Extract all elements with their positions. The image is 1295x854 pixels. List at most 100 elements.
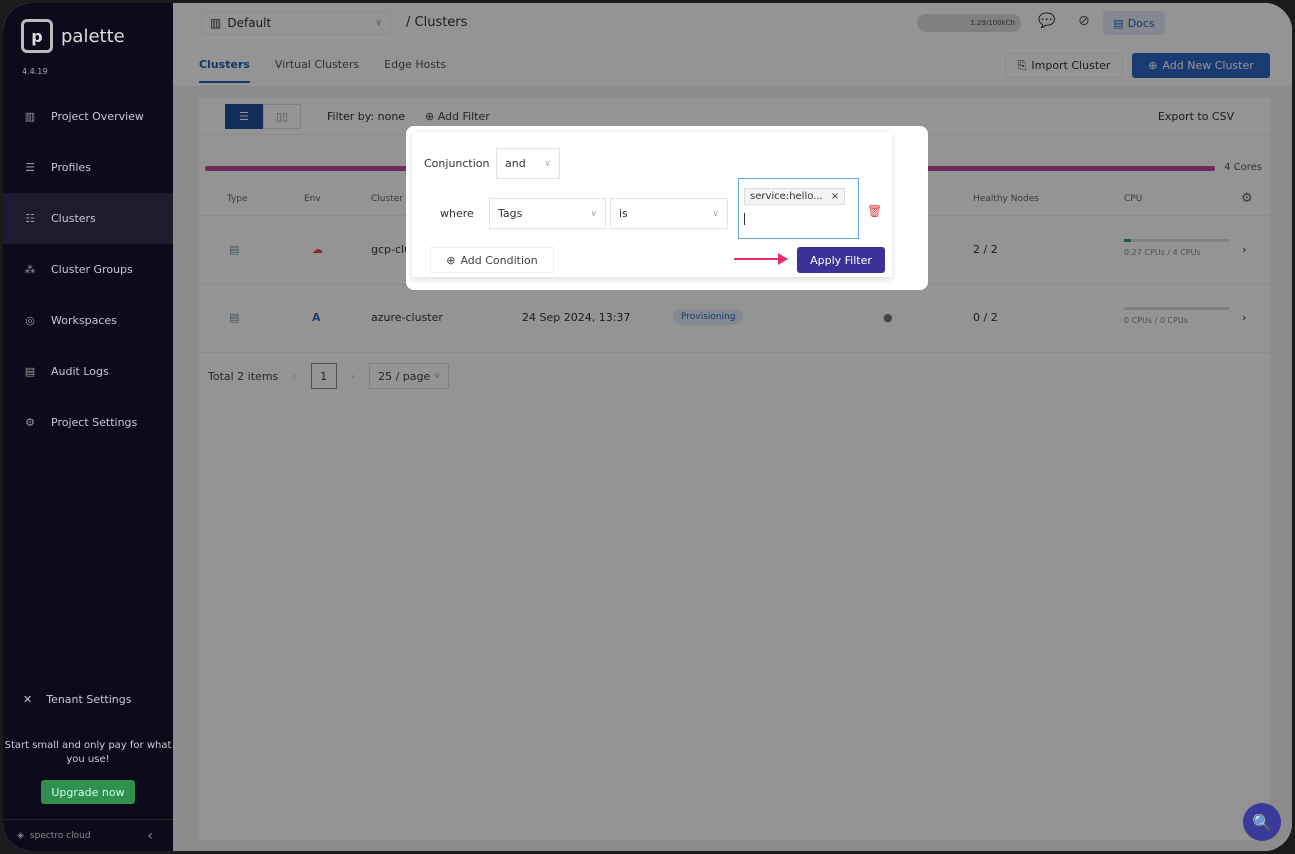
chevron-down-icon: ∨ xyxy=(375,18,382,28)
cluster-groups-icon: ⁂ xyxy=(24,263,36,276)
gear-icon: ⚙ xyxy=(25,416,35,429)
sidebar-item-project-overview[interactable]: ▥ Project Overview xyxy=(3,91,173,142)
cpu-usage: 0.27 CPUs / 4 CPUs xyxy=(1124,239,1229,257)
page-1[interactable]: 1 xyxy=(310,363,337,389)
sidebar-item-audit-logs[interactable]: ▤ Audit Logs xyxy=(3,346,173,397)
chart-icon: ▥ xyxy=(24,110,36,123)
conjunction-select[interactable]: and ∨ xyxy=(496,148,560,179)
map-view-button[interactable]: ▯▯ xyxy=(263,104,301,129)
export-csv-button[interactable]: Export to CSV xyxy=(1157,110,1235,123)
project-select[interactable]: ▥ Default ∨ xyxy=(201,11,391,35)
cpu-label: 0 CPUs / 0 CPUs xyxy=(1124,316,1188,325)
healthy-nodes: 2 / 2 xyxy=(973,243,998,256)
apply-filter-button[interactable]: Apply Filter xyxy=(797,247,885,273)
cpu-usage: 0 CPUs / 0 CPUs xyxy=(1124,307,1229,325)
field-select[interactable]: Tags ∨ xyxy=(489,198,606,229)
workspaces-icon: ◎ xyxy=(25,314,35,327)
sidebar-item-tenant-settings[interactable]: ✕ Tenant Settings xyxy=(23,693,131,706)
prev-page-icon[interactable]: ‹ xyxy=(292,369,297,383)
chevron-down-icon: ∨ xyxy=(433,371,441,381)
label: Audit Logs xyxy=(51,365,109,378)
compass-icon[interactable]: ⊘ xyxy=(1078,13,1090,29)
pagination: Total 2 items ‹ 1 › 25 / page ∨ xyxy=(208,363,450,389)
upgrade-button[interactable]: Upgrade now xyxy=(41,780,135,804)
label: Add Filter xyxy=(437,110,490,123)
label: Cluster Groups xyxy=(51,263,133,276)
sidebar-item-workspaces[interactable]: ◎ Workspaces xyxy=(3,295,173,346)
gcp-icon: ☁ xyxy=(312,243,323,256)
book-icon: ▤ xyxy=(1113,16,1124,30)
search-fab-icon[interactable]: 🔍 xyxy=(1243,803,1281,841)
cluster-name[interactable]: azure-cluster xyxy=(371,311,443,324)
operator-select[interactable]: is ∨ xyxy=(610,198,728,229)
plus-circle-icon: ⊕ xyxy=(446,253,456,267)
credits-meter: 1.29/100kCh xyxy=(917,14,1021,32)
chevron-down-icon: ∨ xyxy=(712,208,719,219)
page-size-select[interactable]: 25 / page ∨ xyxy=(369,363,450,389)
audit-icon: ▤ xyxy=(24,365,36,378)
sidebar-item-cluster-groups[interactable]: ⁂ Cluster Groups xyxy=(3,244,173,295)
collapse-chevron-icon[interactable]: ‹ xyxy=(147,827,153,844)
value: Tags xyxy=(498,207,523,220)
project-icon: ▥ xyxy=(210,16,222,30)
app-window: p palette 4.4.19 ▥ Project Overview ☰ Profi… xyxy=(3,3,1292,851)
value: and xyxy=(505,157,526,170)
label: Workspaces xyxy=(51,314,117,327)
value: is xyxy=(619,207,628,220)
import-cluster-button[interactable]: ⎘ Import Cluster xyxy=(1005,53,1123,78)
label: Project Overview xyxy=(51,110,144,123)
trash-icon[interactable]: 🗑 xyxy=(867,204,883,218)
chevron-down-icon: ∨ xyxy=(544,158,551,169)
list-view-button[interactable]: ☰ xyxy=(225,104,263,129)
tag-value-input[interactable]: service:hello... × xyxy=(738,178,859,239)
sidebar-item-clusters[interactable]: ☷ Clusters xyxy=(3,193,173,244)
add-condition-button[interactable]: ⊕ Add Condition xyxy=(430,247,554,273)
chevron-right-icon[interactable]: › xyxy=(1242,243,1247,256)
table-row[interactable]: ▤ A azure-cluster 24 Sep 2024, 13:37 Pro… xyxy=(199,285,1270,353)
footer-brand: spectro cloud xyxy=(29,830,91,841)
col-env[interactable]: Env xyxy=(304,194,321,204)
cluster-type-icon: ▤ xyxy=(229,311,240,324)
label: 25 / page xyxy=(378,369,431,383)
filter-status: Filter by: none xyxy=(327,110,406,123)
chevron-right-icon[interactable]: › xyxy=(1242,311,1247,324)
tab-edge-hosts[interactable]: Edge Hosts xyxy=(384,58,447,71)
spectro-logo-icon: ◈ xyxy=(17,830,24,841)
label: Project Settings xyxy=(51,416,138,429)
remove-tag-icon[interactable]: × xyxy=(830,191,840,202)
col-healthy-nodes: Healthy Nodes xyxy=(973,194,1039,204)
sidebar-footer: ◈ spectro cloud ‹ xyxy=(3,819,173,851)
brand-name: palette xyxy=(61,25,125,47)
tag-text: service:hello... xyxy=(750,191,823,202)
label: Profiles xyxy=(51,161,91,174)
label: Docs xyxy=(1127,16,1155,30)
logo[interactable]: p palette xyxy=(21,19,125,53)
label: Add New Cluster xyxy=(1162,59,1254,72)
header: ▥ Default ∨ / Clusters 1.29/100kCh 💬 ⊘ ▤ Do… xyxy=(173,3,1292,86)
tag-chip: service:hello... × xyxy=(744,188,846,205)
created-date: 24 Sep 2024, 13:37 xyxy=(522,311,631,324)
chevron-down-icon: ∨ xyxy=(590,208,597,219)
sidebar-item-profiles[interactable]: ☰ Profiles xyxy=(3,142,173,193)
next-page-icon[interactable]: › xyxy=(350,369,356,383)
label: Import Cluster xyxy=(1031,59,1111,72)
settings-gear-icon[interactable]: ⚙ xyxy=(1241,191,1253,206)
project-name: Default xyxy=(227,16,272,30)
tab-clusters[interactable]: Clusters xyxy=(199,58,250,83)
col-name[interactable]: Cluster Name xyxy=(371,194,433,204)
chat-icon[interactable]: 💬 xyxy=(1038,13,1056,29)
add-filter-button[interactable]: ⊕ Add Filter xyxy=(425,110,490,123)
label: Tenant Settings xyxy=(46,693,132,706)
conjunction-label: Conjunction xyxy=(424,157,490,170)
version: 4.4.19 xyxy=(22,67,48,76)
total-items: Total 2 items xyxy=(208,369,279,383)
status-badge: Provisioning xyxy=(673,309,744,325)
sidebar-item-project-settings[interactable]: ⚙ Project Settings xyxy=(3,397,173,448)
tab-virtual-clusters[interactable]: Virtual Clusters xyxy=(274,58,360,71)
pointer-arrow xyxy=(734,253,788,265)
col-cpu: CPU xyxy=(1124,194,1143,204)
filter-popover: Conjunction and ∨ where Tags ∨ is ∨ service… xyxy=(406,126,928,290)
azure-icon: A xyxy=(312,311,321,324)
add-new-cluster-button[interactable]: ⊕ Add New Cluster xyxy=(1132,53,1270,78)
docs-button[interactable]: ▤ Docs xyxy=(1103,11,1165,35)
